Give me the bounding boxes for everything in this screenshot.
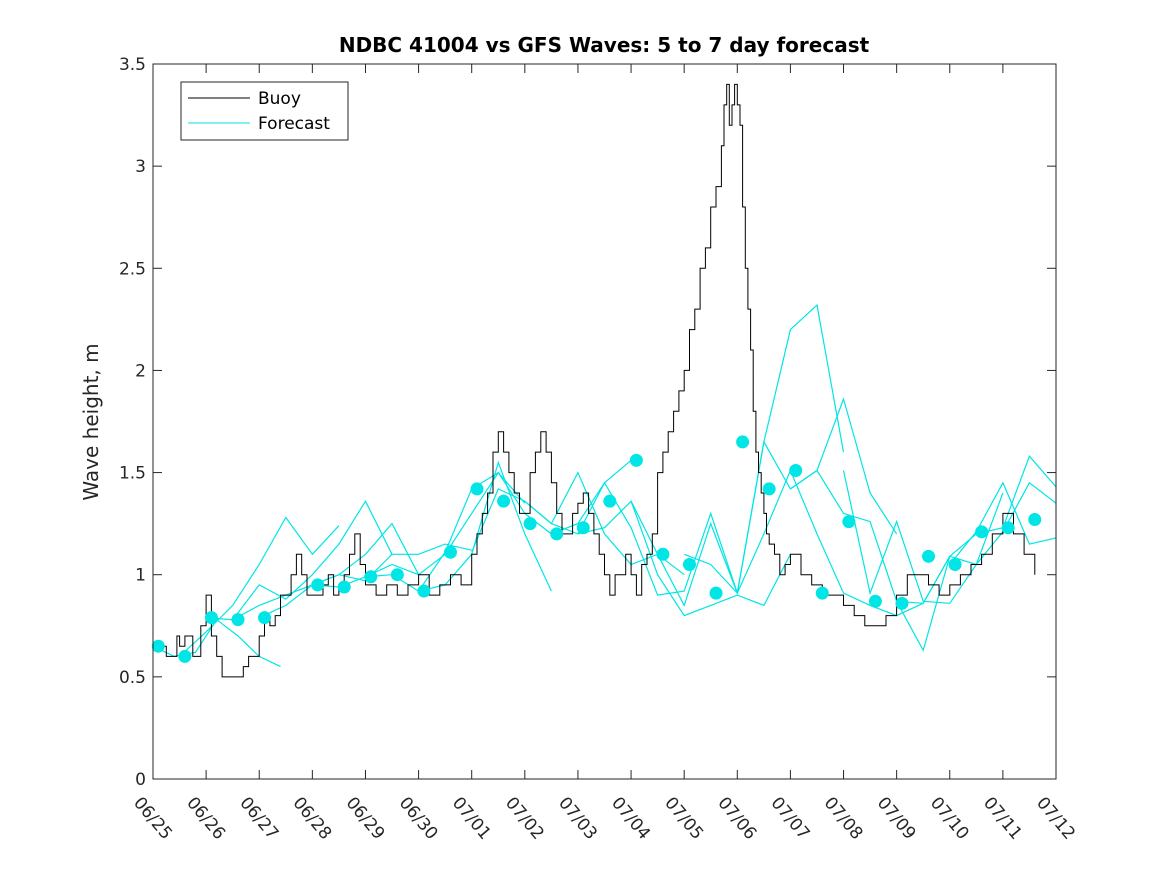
forecast-marker	[789, 464, 803, 478]
forecast-marker	[417, 584, 431, 598]
forecast-marker	[842, 515, 856, 529]
y-axis-ticks: 0 0.5 1 1.5 2 2.5 3 3.5	[119, 55, 1056, 790]
forecast-line-8	[471, 471, 685, 576]
y-tick-label: 2.5	[119, 259, 146, 279]
legend: Buoy Forecast	[180, 81, 349, 141]
chart-title: NDBC 41004 vs GFS Waves: 5 to 7 day fore…	[339, 33, 870, 57]
forecast-marker	[390, 568, 404, 582]
forecast-marker	[443, 545, 457, 559]
forecast-line-15	[842, 470, 1057, 604]
y-tick-label: 3.5	[119, 55, 146, 75]
legend-box	[180, 81, 349, 141]
y-tick-label: 0.5	[119, 668, 146, 688]
forecast-marker	[815, 586, 829, 600]
axes-box	[152, 63, 1057, 780]
forecast-marker	[762, 482, 776, 496]
forecast-marker	[550, 527, 564, 541]
forecast-marker	[868, 594, 882, 608]
forecast-marker	[922, 549, 936, 563]
forecast-marker	[682, 558, 696, 571]
forecast-line-13	[736, 468, 951, 617]
forecast-marker	[948, 558, 962, 571]
y-tick-label: 1.5	[119, 464, 146, 484]
forecast-marker	[364, 570, 378, 584]
forecast-marker	[603, 494, 617, 508]
legend-label-forecast: Forecast	[258, 114, 330, 134]
forecast-marker	[629, 453, 643, 467]
forecast-marker	[258, 611, 272, 625]
plot-markers	[151, 435, 1042, 663]
forecast-line-10	[577, 500, 791, 617]
forecast-marker	[337, 580, 351, 594]
forecast-marker	[470, 482, 484, 496]
buoy-line	[153, 83, 1036, 678]
forecast-marker	[523, 517, 537, 531]
forecast-marker	[311, 578, 325, 592]
forecast-marker	[975, 525, 989, 539]
forecast-marker	[204, 611, 218, 625]
forecast-marker	[1028, 513, 1042, 527]
y-tick-label: 2	[135, 361, 146, 381]
y-tick-label: 1	[135, 566, 146, 586]
forecast-marker	[895, 596, 909, 610]
forecast-line-17	[949, 481, 1057, 565]
legend-label-buoy: Buoy	[258, 89, 301, 109]
y-tick-label: 0	[135, 770, 146, 790]
forecast-line-9	[524, 481, 738, 596]
forecast-line-1	[179, 516, 340, 657]
forecast-marker	[1001, 521, 1015, 535]
forecast-marker	[231, 613, 245, 627]
forecast-marker	[151, 639, 165, 653]
forecast-marker	[656, 547, 670, 561]
y-axis-label: Wave height, m	[79, 343, 103, 500]
forecast-marker	[736, 435, 750, 449]
y-tick-label: 3	[135, 157, 146, 177]
forecast-marker	[709, 586, 723, 600]
forecast-marker	[576, 521, 590, 535]
forecast-marker	[178, 649, 192, 663]
forecast-marker	[497, 494, 511, 508]
